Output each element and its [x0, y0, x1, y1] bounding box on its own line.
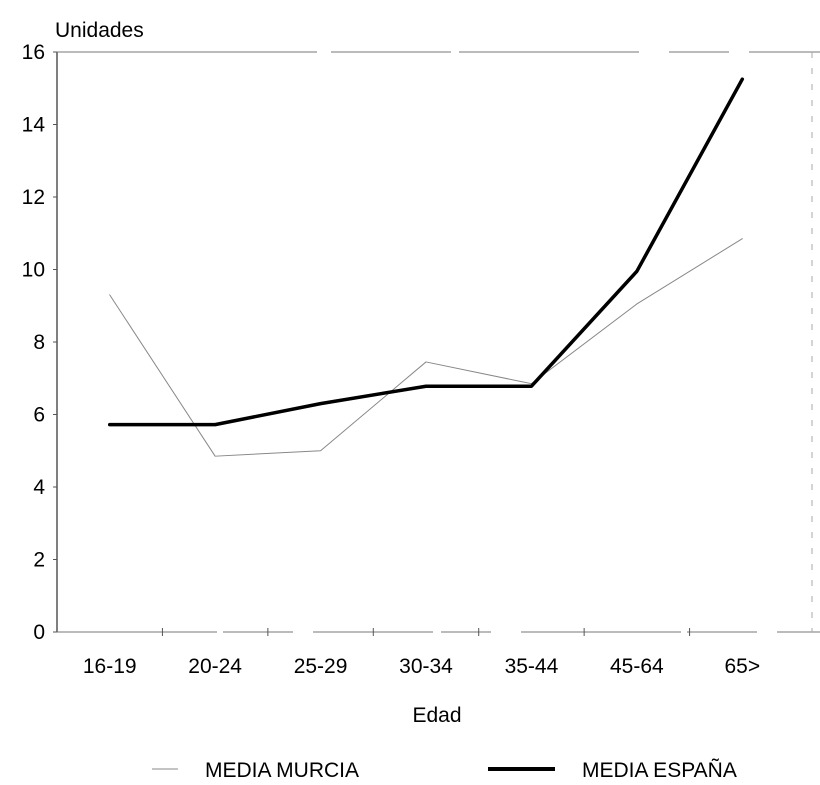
y-tick-label: 6	[33, 404, 45, 427]
x-tick-label: 25-29	[294, 655, 348, 678]
x-tick-label: 45-64	[610, 655, 664, 678]
y-axis-title: Unidades	[55, 19, 144, 42]
x-tick-label: 20-24	[188, 655, 242, 678]
series-line-media-espana	[107, 77, 745, 427]
x-axis-title: Edad	[412, 704, 461, 727]
legend-label: MEDIA MURCIA	[205, 759, 359, 782]
x-tick-label: 65>	[724, 655, 760, 678]
y-tick-label: 10	[22, 259, 45, 282]
y-tick-label: 14	[22, 114, 46, 137]
y-tick-label: 12	[22, 186, 45, 209]
plot-frame	[56, 51, 820, 633]
y-tick-label: 8	[33, 331, 45, 354]
y-tick-label: 16	[22, 41, 45, 64]
x-tick-label: 30-34	[399, 655, 453, 678]
legend: MEDIA MURCIA MEDIA ESPAÑA	[152, 758, 737, 782]
legend-label: MEDIA ESPAÑA	[582, 758, 737, 782]
x-axis-ticks: 16-19 20-24 25-29 30-34 35-44 45-64 65>	[83, 628, 760, 678]
y-tick-label: 4	[33, 476, 45, 499]
y-tick-label: 2	[33, 549, 45, 572]
series-line-media-murcia	[109, 238, 743, 457]
series-lines	[107, 77, 745, 457]
x-tick-label: 35-44	[505, 655, 559, 678]
x-tick-label: 16-19	[83, 655, 137, 678]
y-axis-ticks: 0 2 4 6 8 10 12 14 16	[22, 41, 57, 644]
y-tick-label: 0	[33, 621, 45, 644]
